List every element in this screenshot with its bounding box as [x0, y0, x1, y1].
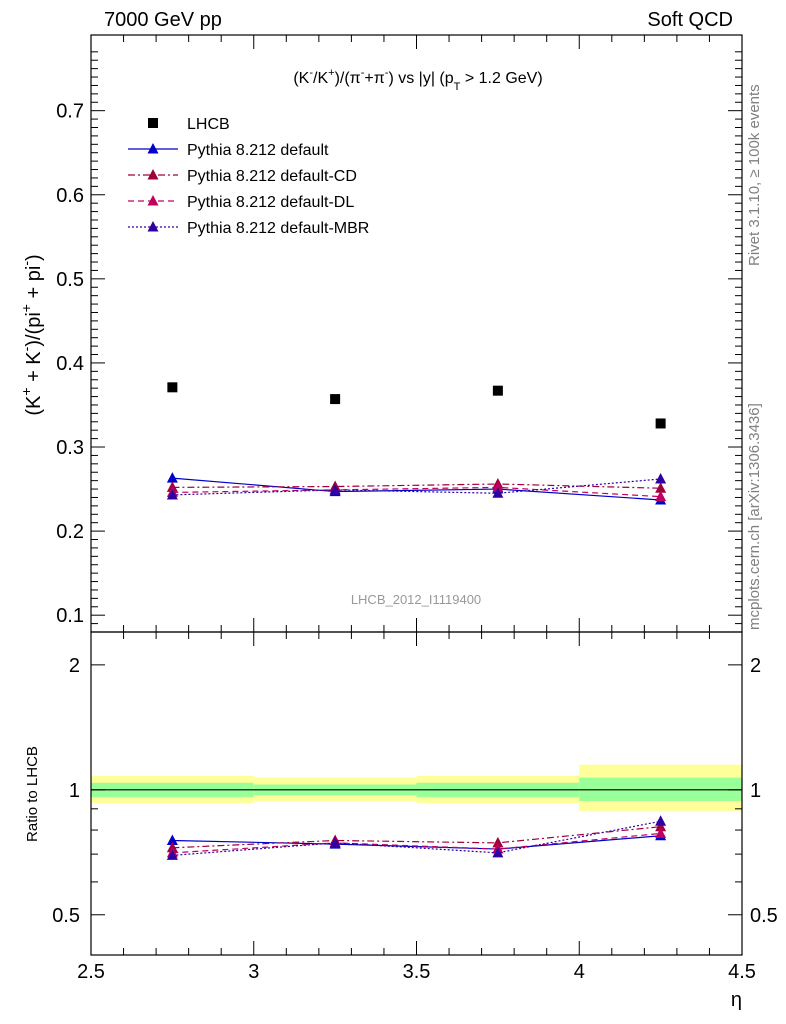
ratio-y-tick-label: 2 [69, 655, 80, 677]
ratio-y-tick-label-right: 2 [750, 655, 761, 677]
ratio-point-mbr [655, 815, 667, 826]
main-lhcb-point [655, 418, 666, 429]
ratio-line-mbr [172, 820, 661, 857]
ratio-point-cd [492, 836, 504, 848]
ratio-point-dl [655, 827, 667, 838]
y-tick-label: 0.7 [56, 101, 84, 123]
ratio-line-dl [172, 832, 661, 854]
ratio-y-tick-label: 1 [69, 780, 80, 802]
x-tick-label: 3 [248, 961, 259, 983]
header-right: Soft QCD [647, 9, 733, 31]
y-tick-label: 0.1 [56, 605, 84, 627]
legend-marker-default [147, 143, 159, 154]
main-line-default [172, 477, 661, 501]
ratio-y-axis-label: Ratio to LHCB [24, 746, 41, 842]
ratio-line-default [172, 835, 661, 850]
mcplots-label: mcplots.cern.ch [arXiv:1306.3436] [746, 403, 763, 630]
ratio-point-default [166, 834, 178, 845]
main-point-cd [655, 482, 667, 493]
main-point-mbr [492, 487, 504, 498]
main-point-mbr [655, 472, 667, 484]
main-line-mbr [172, 478, 661, 496]
main-lhcb-point [330, 394, 341, 405]
ratio-line-cd [172, 826, 661, 849]
legend-marker-cd [147, 169, 159, 180]
legend-marker-lhcb [148, 118, 158, 128]
legend-label: Pythia 8.212 default [187, 142, 329, 159]
plot-title: (K-/K+)/(π-+π-) vs |y| (pT > 1.2 GeV) [293, 67, 542, 93]
y-tick-label: 0.5 [56, 269, 84, 291]
x-tick-label: 4.5 [728, 961, 756, 983]
ratio-point-mbr [492, 846, 504, 858]
ratio-point-mbr [329, 836, 341, 848]
ratio-y-tick-label: 0.5 [52, 905, 80, 927]
y-tick-label: 0.6 [56, 185, 84, 207]
main-lhcb-point [167, 382, 178, 393]
y-axis-label: (K+ + K-)/(pi+ + pi-) [18, 254, 45, 415]
main-point-mbr [166, 488, 178, 500]
main-point-dl [655, 490, 667, 502]
legend-label: LHCB [187, 116, 230, 133]
legend-label: Pythia 8.212 default-CD [187, 168, 357, 185]
y-tick-label: 0.2 [56, 521, 84, 543]
legend-marker-mbr [147, 221, 159, 232]
ratio-point-cd [655, 820, 667, 832]
x-tick-label: 4 [574, 961, 585, 983]
legend-label: Pythia 8.212 default-DL [187, 194, 354, 211]
analysis-label: LHCB_2012_I1119400 [351, 592, 481, 607]
main-point-mbr [329, 483, 341, 495]
y-tick-label: 0.3 [56, 437, 84, 459]
main-line-dl [172, 486, 661, 498]
ratio-point-mbr [166, 849, 178, 860]
main-point-dl [492, 481, 504, 492]
main-point-default [166, 472, 178, 483]
main-line-cd [172, 483, 661, 489]
main-lhcb-point [492, 385, 503, 396]
y-tick-label: 0.4 [56, 353, 84, 375]
header-left: 7000 GeV pp [104, 9, 222, 31]
legend-label: Pythia 8.212 default-MBR [187, 220, 369, 237]
legend-marker-dl [147, 195, 159, 206]
x-tick-label: 2.5 [77, 961, 105, 983]
ratio-y-tick-label-right: 0.5 [750, 905, 778, 927]
rivet-label: Rivet 3.1.10, ≥ 100k events [746, 84, 763, 266]
x-axis-label: η [731, 989, 742, 1011]
ratio-y-tick-label-right: 1 [750, 780, 761, 802]
x-tick-label: 3.5 [403, 961, 431, 983]
